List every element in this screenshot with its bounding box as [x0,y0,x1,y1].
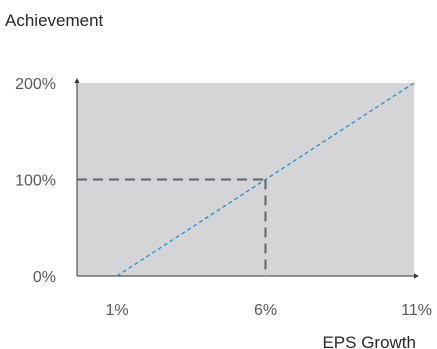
x-tick-label: 1% [105,302,128,319]
reference-lines [77,178,267,276]
series-line-1 [116,82,415,277]
chart-title: Achievement [5,11,104,30]
series-group [116,82,415,277]
x-tick-label: 6% [254,302,277,319]
y-tick-label: 0% [33,269,56,286]
y-tick-label: 200% [15,76,56,93]
x-tick-label: 11% [401,302,432,319]
y-tick-label: 100% [15,173,56,190]
x-axis-arrow [414,273,419,279]
y-tick-labels: 0% 100% 200% [15,76,56,286]
x-axis-title: EPS Growth [322,333,416,349]
x-tick-labels: 1% 6% 11% [105,302,432,319]
y-axis-arrow [74,78,80,83]
